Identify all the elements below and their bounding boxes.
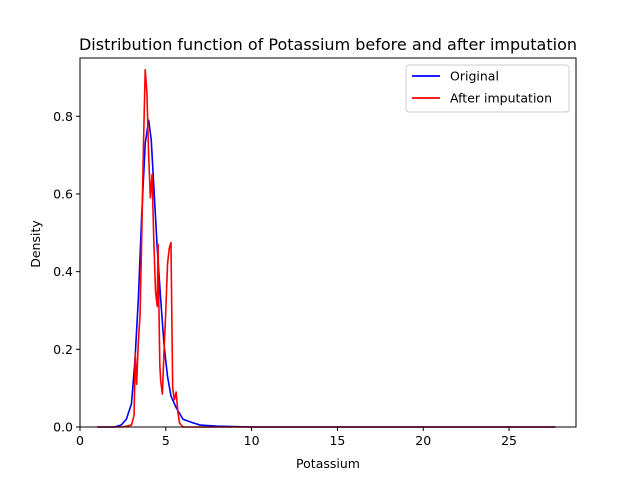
series-layer xyxy=(97,68,556,428)
legend: Original After imputation xyxy=(405,64,570,113)
x-tick-label: 25 xyxy=(501,433,517,448)
legend-label-1: After imputation xyxy=(450,91,552,106)
series-line-0 xyxy=(97,119,556,428)
y-tick-label: 0.2 xyxy=(53,342,73,357)
plot-frame xyxy=(79,57,577,428)
x-axis-label: Potassium xyxy=(296,456,360,471)
y-tick-label: 0.6 xyxy=(53,186,73,201)
legend-box xyxy=(405,64,570,113)
axes-layer: 0 5 10 15 20 25 0.0 0.2 0.4 0.6 0.8 xyxy=(53,57,577,448)
y-axis-label: Density xyxy=(28,220,43,268)
legend-label-0: Original xyxy=(450,69,499,84)
x-tick-label: 0 xyxy=(76,433,84,448)
y-tick-label: 0.4 xyxy=(53,264,73,279)
series-line-1 xyxy=(97,68,556,428)
x-tick-label: 20 xyxy=(415,433,431,448)
y-tick-label: 0.0 xyxy=(53,420,73,435)
y-tick-label: 0.8 xyxy=(53,109,73,124)
chart-title: Distribution function of Potassium befor… xyxy=(79,35,577,54)
x-tick-label: 5 xyxy=(162,433,170,448)
x-tick-label: 10 xyxy=(244,433,260,448)
x-tick-label: 15 xyxy=(329,433,345,448)
